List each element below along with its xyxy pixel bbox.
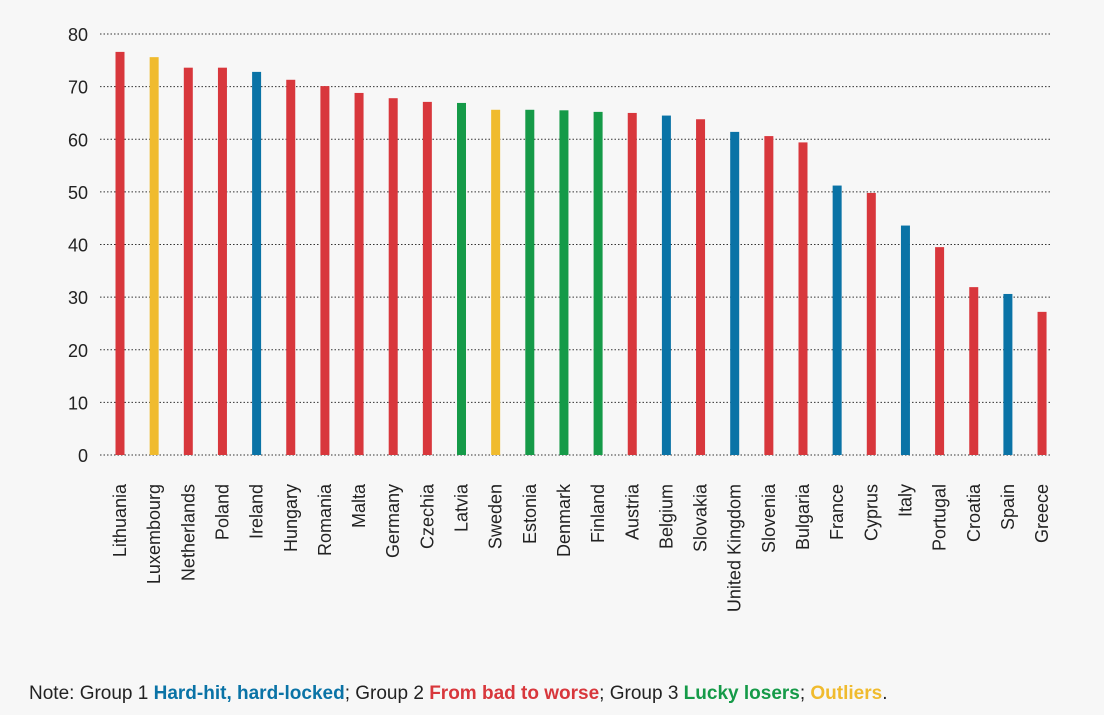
x-tick-label: Ireland: [247, 484, 267, 539]
legend-group2-label: From bad to worse: [429, 683, 600, 704]
x-tick-label: Italy: [895, 484, 915, 517]
bars: [115, 51, 1047, 456]
bar-bulgaria: [798, 142, 808, 455]
x-tick-label: Belgium: [656, 484, 676, 549]
bar-ireland: [252, 71, 262, 455]
note-separator: ; Group 3: [599, 683, 684, 704]
y-axis-ticks: 0 10 20 30 40 50 60 70 80: [68, 25, 88, 466]
bar-denmark: [559, 110, 569, 456]
x-tick-label: France: [827, 484, 847, 540]
x-tick-label: Bulgaria: [793, 483, 813, 550]
y-tick-label: 50: [68, 183, 88, 203]
y-tick-label: 80: [68, 25, 88, 45]
bar-sweden: [491, 109, 501, 455]
bar-hungary: [286, 79, 296, 455]
x-tick-label: Cyprus: [861, 484, 881, 541]
x-tick-label: Portugal: [930, 484, 950, 551]
x-tick-label: Sweden: [486, 484, 506, 549]
y-tick-label: 10: [68, 393, 88, 413]
note-end: .: [882, 683, 888, 704]
x-tick-label: Slovenia: [759, 483, 779, 553]
bar-slovakia: [696, 119, 706, 455]
legend-group1-label: Hard-hit, hard-locked: [153, 683, 345, 704]
y-tick-label: 30: [68, 288, 88, 308]
x-tick-label: Lithuania: [110, 483, 130, 557]
bar-portugal: [935, 247, 945, 455]
bar-greece: [1037, 311, 1047, 455]
x-tick-label: Austria: [622, 483, 642, 540]
bar-lithuania: [115, 51, 125, 455]
bar-netherlands: [183, 67, 193, 456]
x-tick-label: Croatia: [964, 483, 984, 542]
y-tick-label: 0: [78, 446, 88, 466]
y-tick-label: 60: [68, 130, 88, 150]
x-tick-label: Hungary: [281, 484, 301, 552]
x-tick-label: Poland: [212, 484, 232, 540]
bar-estonia: [525, 109, 535, 455]
y-tick-label: 20: [68, 341, 88, 361]
x-tick-label: Czechia: [417, 483, 437, 549]
bar-latvia: [457, 102, 466, 455]
y-tick-label: 40: [68, 236, 88, 256]
x-tick-label: Greece: [1032, 484, 1052, 543]
legend-group3-label: Lucky losers: [683, 683, 800, 704]
x-tick-label: Estonia: [520, 483, 540, 544]
bar-malta: [354, 92, 364, 455]
bar-slovenia: [764, 136, 774, 455]
bar-cyprus: [866, 192, 876, 456]
x-tick-label: United Kingdom: [725, 484, 745, 612]
x-axis-labels: Lithuania Luxembourg Netherlands Poland Irel…: [110, 483, 1052, 612]
bar-france: [832, 185, 842, 455]
x-tick-label: Spain: [998, 484, 1018, 530]
bar-croatia: [969, 287, 979, 455]
x-tick-label: Denmark: [554, 483, 574, 557]
bar-chart: 0 10 20 30 40 50 60 70 80 Lithuania Luxembourg Net…: [68, 25, 1052, 612]
x-tick-label: Malta: [349, 483, 369, 528]
bar-spain: [1003, 293, 1013, 455]
x-tick-label: Latvia: [452, 483, 472, 532]
bar-germany: [388, 98, 398, 455]
bar-romania: [320, 86, 330, 455]
note-prefix: Note: Group 1: [29, 683, 154, 704]
bar-finland: [593, 111, 603, 455]
bar-czechia: [422, 101, 432, 455]
y-tick-label: 70: [68, 78, 88, 98]
bar-united-kingdom: [730, 131, 740, 455]
chart-note: Note: Group 1 Hard-hit, hard-locked; Gro…: [29, 683, 888, 705]
x-tick-label: Slovakia: [691, 483, 711, 552]
x-tick-label: Netherlands: [178, 484, 198, 581]
note-separator: ; Group 2: [344, 683, 430, 704]
x-tick-label: Germany: [383, 484, 403, 558]
bar-belgium: [661, 115, 671, 455]
legend-outliers-label: Outliers: [810, 683, 883, 704]
bar-austria: [627, 112, 637, 455]
bar-italy: [900, 225, 910, 455]
x-tick-label: Romania: [315, 483, 335, 556]
bar-luxembourg: [149, 57, 159, 455]
x-tick-label: Luxembourg: [144, 484, 164, 584]
x-tick-label: Finland: [588, 484, 608, 543]
note-separator: ;: [799, 683, 811, 704]
bar-poland: [217, 67, 227, 456]
